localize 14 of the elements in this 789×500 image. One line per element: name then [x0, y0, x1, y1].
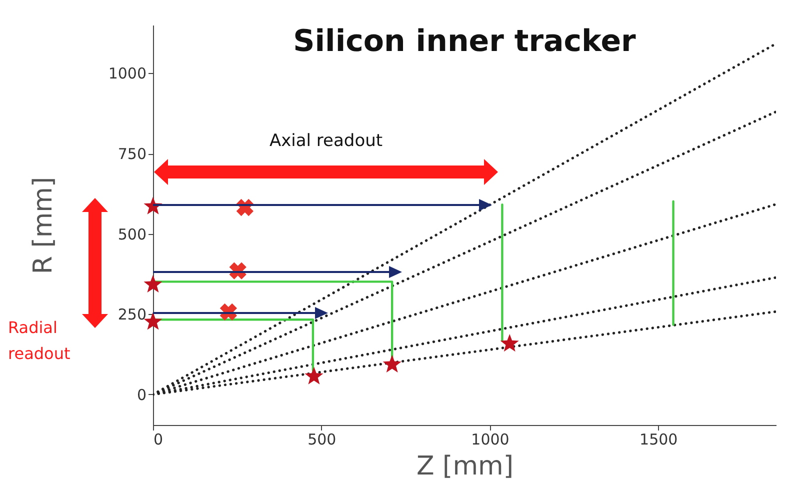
- y-tick-label: 750: [118, 145, 146, 164]
- y-tick-label: 0: [136, 386, 146, 404]
- y-axis-title: R [mm]: [28, 176, 58, 274]
- text: Radial readout: [8, 318, 70, 363]
- x-tick-label: 1500: [640, 430, 678, 448]
- y-tick-label: 1000: [108, 64, 146, 83]
- y-tick-label: 500: [118, 225, 146, 244]
- x-tick-label: 0: [154, 430, 164, 448]
- chart-title: Silicon inner tracker: [293, 24, 636, 59]
- y-tick-label: 250: [118, 306, 146, 324]
- x-axis-title: Z [mm]: [416, 452, 514, 482]
- x-tick-label: 1000: [471, 430, 510, 448]
- x-tick-label: 500: [308, 430, 336, 448]
- annotation: Axial readout: [269, 131, 383, 151]
